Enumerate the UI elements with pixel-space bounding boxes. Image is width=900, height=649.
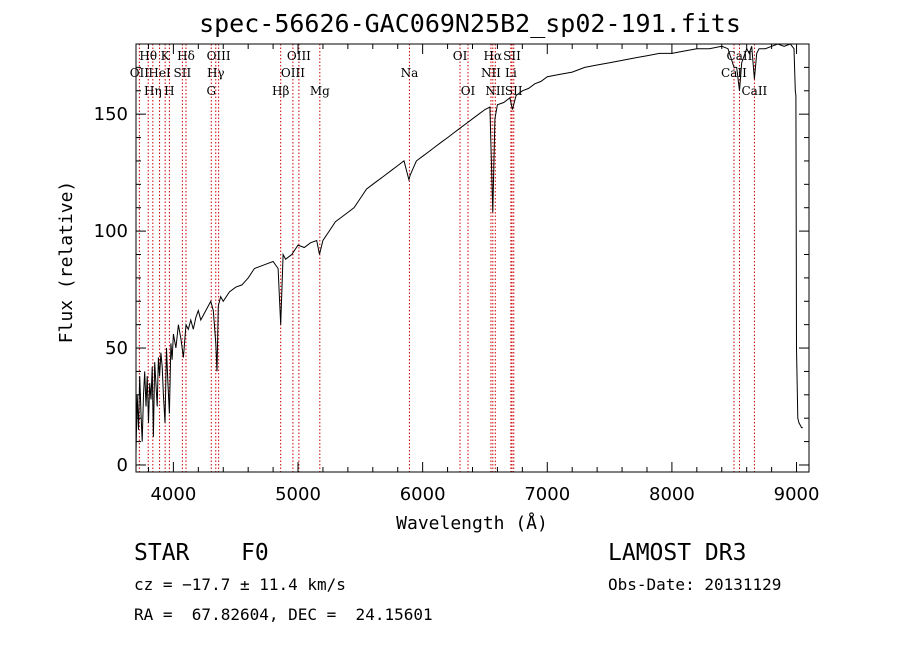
obs-date: Obs-Date: 20131129 (608, 575, 782, 594)
line-label-hη: Hη (144, 84, 162, 98)
redshift-readout: cz = −17.7 ± 11.4 km/s (134, 575, 346, 594)
x-tick-label: 5000 (275, 484, 321, 505)
line-label-na: Na (401, 66, 419, 80)
line-label-hβ: Hβ (272, 84, 289, 98)
line-label-hγ: Hγ (207, 66, 225, 80)
object-class: STAR (134, 540, 190, 566)
line-label-caii: CaII (727, 49, 753, 63)
spectral-line-labels: OIIHθHηHeIKHSIIHδGHγOIIIHβOIIIOIIIMgNaOI… (130, 49, 768, 98)
line-label-oiii: OIII (207, 49, 231, 63)
line-label-oiii: OIII (287, 49, 311, 63)
line-label-h: H (164, 84, 174, 98)
y-axis-ticks: 0 50 100 150 (94, 43, 809, 476)
line-label-k: K (161, 49, 171, 63)
spectrum-layer (135, 43, 803, 454)
x-axis-label: Wavelength (Å) (396, 512, 548, 534)
line-label-caii: CaII (721, 66, 747, 80)
coordinates: RA = 67.82604, DEC = 24.15601 (134, 605, 433, 624)
survey-name: LAMOST DR3 (608, 540, 747, 566)
line-label-hα: Hα (484, 49, 503, 63)
plot-frame (135, 43, 810, 473)
line-label-nii: NII (485, 84, 505, 98)
line-label-oi: OI (461, 84, 476, 98)
x-tick-label: 9000 (774, 484, 820, 505)
spectrum-series-line (135, 43, 803, 454)
x-tick-label: 4000 (150, 484, 196, 505)
y-axis-label: Flux (relative) (56, 181, 77, 344)
line-label-sii: SII (505, 84, 523, 98)
line-label-oi: OI (453, 49, 468, 63)
line-label-caii: CaII (741, 84, 767, 98)
line-label-oii: OII (130, 66, 150, 80)
line-label-hδ: Hδ (177, 49, 195, 63)
x-tick-label: 8000 (649, 484, 695, 505)
line-label-li: Li (505, 66, 517, 80)
line-label-mg: Mg (310, 84, 330, 98)
spectral-line-markers (138, 44, 755, 472)
line-label-oiii: OIII (281, 66, 305, 80)
x-tick-label: 7000 (524, 484, 570, 505)
line-label-hei: HeI (148, 66, 171, 80)
object-subclass: F0 (241, 540, 269, 566)
x-axis-ticks: 4000 5000 6000 7000 8000 9000 (147, 44, 820, 505)
line-label-hθ: Hθ (139, 49, 157, 63)
line-label-sii: SII (174, 66, 192, 80)
y-tick-label: 50 (105, 338, 128, 359)
line-label-nii: NII (481, 66, 501, 80)
x-tick-label: 6000 (400, 484, 446, 505)
y-tick-label: 100 (94, 221, 128, 242)
line-label-sii: SII (503, 49, 521, 63)
y-tick-label: 0 (117, 455, 128, 476)
chart-title: spec-56626-GAC069N25B2_sp02-191.fits (199, 9, 741, 38)
y-tick-label: 150 (94, 104, 128, 125)
line-label-g: G (206, 84, 216, 98)
